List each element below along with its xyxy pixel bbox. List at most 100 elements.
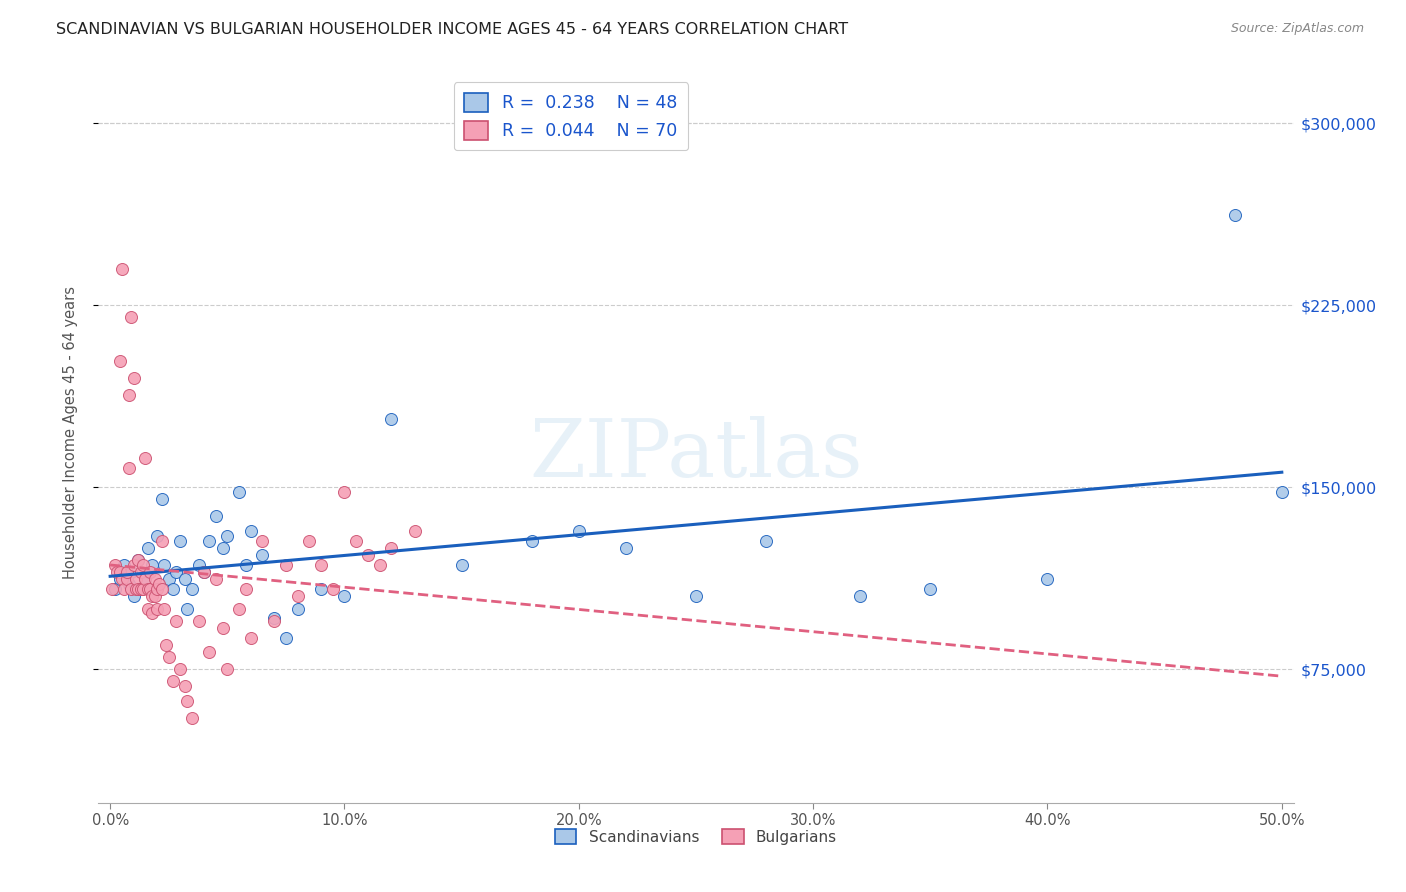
Point xyxy=(309,558,332,572)
Point xyxy=(235,558,257,572)
Point xyxy=(287,601,309,615)
Point xyxy=(181,711,204,725)
Point xyxy=(155,638,177,652)
Point xyxy=(150,533,173,548)
Point xyxy=(849,590,872,604)
Point xyxy=(108,354,131,368)
Point xyxy=(755,533,778,548)
Point xyxy=(111,261,134,276)
Point xyxy=(141,590,163,604)
Point xyxy=(204,509,226,524)
Point xyxy=(174,679,197,693)
Point xyxy=(129,582,152,597)
Point xyxy=(368,558,391,572)
Point xyxy=(204,573,226,587)
Point xyxy=(115,573,138,587)
Point xyxy=(162,582,184,597)
Point xyxy=(211,621,233,635)
Point xyxy=(380,412,402,426)
Point xyxy=(153,558,176,572)
Point xyxy=(193,565,215,579)
Point xyxy=(108,565,131,579)
Point xyxy=(120,310,142,325)
Point xyxy=(274,558,297,572)
Point xyxy=(122,558,145,572)
Point xyxy=(176,694,198,708)
Point xyxy=(920,582,942,597)
Point xyxy=(404,524,426,538)
Point xyxy=(344,533,367,548)
Point xyxy=(101,582,124,597)
Point xyxy=(150,492,173,507)
Point xyxy=(1223,208,1246,222)
Point xyxy=(197,645,219,659)
Point xyxy=(134,451,156,466)
Point xyxy=(239,524,262,538)
Point xyxy=(136,601,159,615)
Point xyxy=(450,558,472,572)
Point xyxy=(520,533,543,548)
Point xyxy=(104,582,127,597)
Point xyxy=(165,614,187,628)
Point xyxy=(380,541,402,555)
Point xyxy=(111,573,134,587)
Point xyxy=(174,573,197,587)
Point xyxy=(568,524,591,538)
Point xyxy=(157,573,180,587)
Point xyxy=(309,582,332,597)
Point xyxy=(188,558,211,572)
Point xyxy=(287,590,309,604)
Point xyxy=(146,529,169,543)
Point xyxy=(165,565,187,579)
Point xyxy=(235,582,257,597)
Point xyxy=(239,631,262,645)
Point xyxy=(217,529,239,543)
Point xyxy=(197,533,219,548)
Point xyxy=(1271,485,1294,500)
Point xyxy=(127,582,149,597)
Text: SCANDINAVIAN VS BULGARIAN HOUSEHOLDER INCOME AGES 45 - 64 YEARS CORRELATION CHAR: SCANDINAVIAN VS BULGARIAN HOUSEHOLDER IN… xyxy=(56,22,848,37)
Point xyxy=(136,541,159,555)
Y-axis label: Householder Income Ages 45 - 64 years: Householder Income Ages 45 - 64 years xyxy=(63,286,77,579)
Point xyxy=(146,601,169,615)
Point xyxy=(129,582,152,597)
Point xyxy=(132,558,155,572)
Point xyxy=(153,601,176,615)
Point xyxy=(193,565,215,579)
Point xyxy=(252,533,274,548)
Point xyxy=(188,614,211,628)
Point xyxy=(139,582,162,597)
Point xyxy=(146,582,169,597)
Point xyxy=(274,631,297,645)
Point xyxy=(169,533,191,548)
Point xyxy=(125,582,148,597)
Point xyxy=(252,548,274,562)
Point xyxy=(112,558,135,572)
Point xyxy=(141,558,163,572)
Point xyxy=(211,541,233,555)
Point xyxy=(228,485,250,500)
Point xyxy=(143,573,166,587)
Point xyxy=(181,582,204,597)
Point xyxy=(141,607,163,621)
Point xyxy=(169,662,191,676)
Point xyxy=(162,674,184,689)
Point xyxy=(118,577,141,591)
Point xyxy=(132,582,155,597)
Point xyxy=(127,553,149,567)
Point xyxy=(217,662,239,676)
Point xyxy=(104,558,127,572)
Point xyxy=(129,565,152,579)
Point xyxy=(143,590,166,604)
Point xyxy=(118,460,141,475)
Legend: Scandinavians, Bulgarians: Scandinavians, Bulgarians xyxy=(548,822,844,851)
Point xyxy=(322,582,344,597)
Point xyxy=(108,573,131,587)
Point xyxy=(263,614,285,628)
Point xyxy=(118,388,141,402)
Point xyxy=(112,582,135,597)
Point xyxy=(228,601,250,615)
Point xyxy=(333,590,356,604)
Point xyxy=(614,541,637,555)
Point xyxy=(263,611,285,625)
